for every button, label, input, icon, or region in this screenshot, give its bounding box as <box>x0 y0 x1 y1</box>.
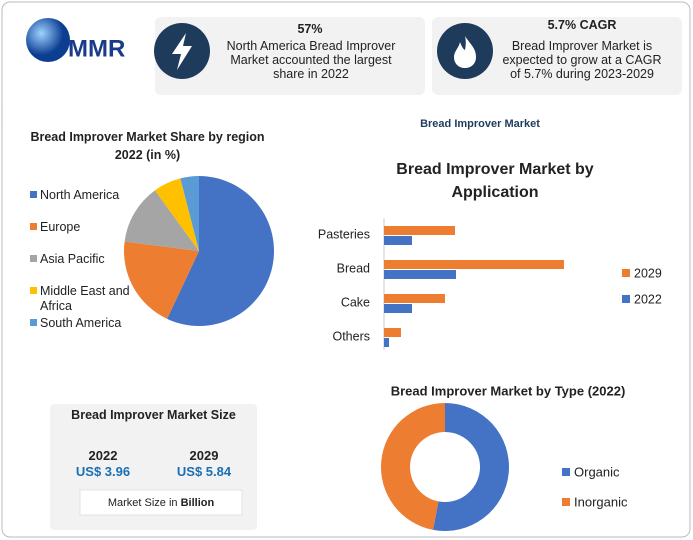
size-year: 2022 <box>88 448 118 463</box>
bar <box>384 304 412 313</box>
legend-label: Middle East and Africa <box>40 284 130 313</box>
bolt-icon <box>172 33 192 70</box>
chart-title: Bread Improver Market by Type (2022) <box>391 383 626 398</box>
bar <box>384 226 455 235</box>
size-note: Market Size in Billion <box>80 496 242 510</box>
stat-text: Bread Improver Market is expected to gro… <box>502 39 662 81</box>
pie-slice <box>180 176 199 251</box>
donut-slice <box>380 403 445 530</box>
chart-title: Bread Improver Market Share by region 20… <box>30 130 265 162</box>
legend-swatch <box>562 498 570 506</box>
legend-swatch <box>30 191 37 198</box>
legend-swatch <box>30 255 37 262</box>
bar <box>384 270 456 279</box>
stat-value: 57% <box>297 22 323 36</box>
note-box <box>79 489 243 516</box>
legend-label: South America <box>40 316 122 330</box>
pie-slice <box>154 178 199 251</box>
stat-box <box>155 17 425 95</box>
size-value: US$ 5.84 <box>176 464 232 479</box>
category-label: Pasteries <box>318 227 370 241</box>
legend-swatch <box>30 319 37 326</box>
pie-slice <box>167 176 274 327</box>
bar <box>384 294 445 303</box>
stat-value: 5.7% CAGR <box>547 18 617 32</box>
legend-label: Inorganic <box>574 494 628 509</box>
legend-label: Europe <box>40 220 81 234</box>
legend-swatch <box>622 269 630 277</box>
size-year: 2029 <box>189 448 219 463</box>
bar <box>384 338 389 347</box>
legend-swatch <box>622 295 630 303</box>
size-title: Bread Improver Market Size <box>71 408 236 422</box>
legend-label: 2029 <box>634 266 662 280</box>
pie-slice <box>124 190 199 251</box>
note-text: Market Size in <box>107 497 178 509</box>
flame-icon <box>454 36 476 68</box>
legend-swatch <box>30 223 37 230</box>
stat-box <box>432 17 682 95</box>
legend-swatch <box>30 287 37 294</box>
legend-label: 2022 <box>634 292 662 306</box>
legend-label: Asia Pacific <box>40 252 105 266</box>
logo-text: MMR <box>68 35 125 62</box>
bar <box>384 236 412 245</box>
category-label: Others <box>332 329 370 343</box>
pie-slice <box>123 241 199 319</box>
category-label: Cake <box>341 295 370 309</box>
center-label: Bread Improver Market <box>420 118 540 130</box>
legend-label: Organic <box>574 464 620 479</box>
size-value: US$ 3.96 <box>75 464 131 479</box>
note-unit: Billion <box>180 497 215 509</box>
legend-swatch <box>562 468 570 476</box>
bar <box>384 260 564 269</box>
legend-label: North America <box>40 188 120 202</box>
stat-text: North America Bread Improver Market acco… <box>226 39 396 81</box>
logo-globe <box>26 18 70 62</box>
category-label: Bread <box>337 261 370 275</box>
chart-title: Bread Improver Market by Application <box>396 161 594 201</box>
donut-slice <box>433 403 509 531</box>
bar <box>384 328 401 337</box>
